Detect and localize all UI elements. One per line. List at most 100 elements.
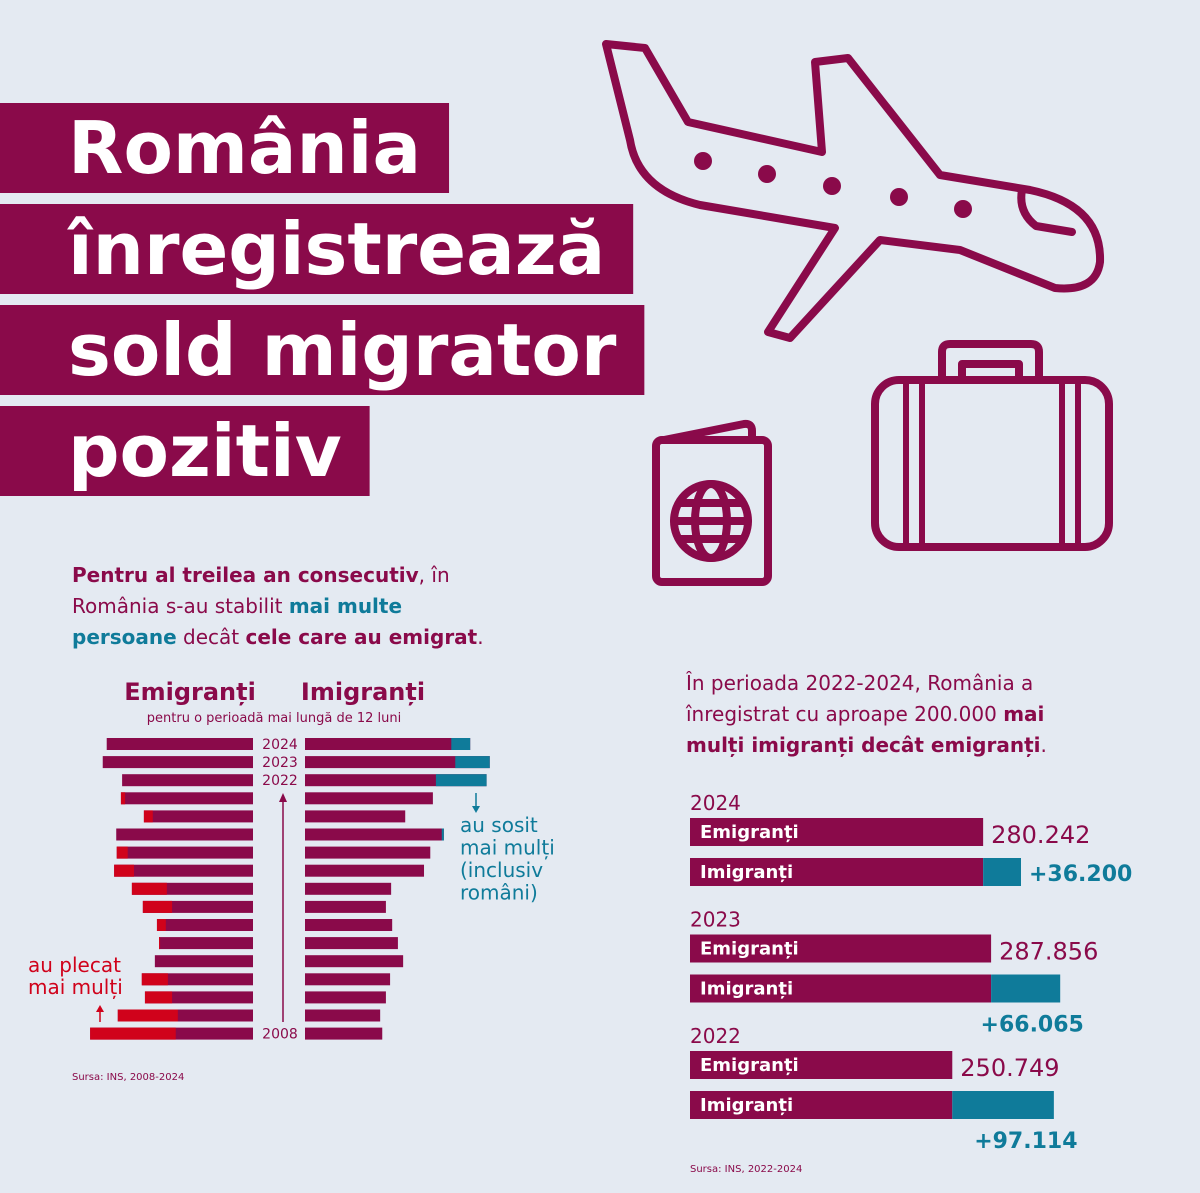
title-line: sold migrator [68, 308, 617, 392]
immigrant-bar [305, 1027, 383, 1040]
annotation-arrived: români) [460, 881, 538, 905]
emigrant-bar [102, 756, 253, 769]
title-band [0, 406, 370, 496]
legend-right: Imigranți [301, 678, 425, 706]
immigrant-excess [983, 858, 1021, 886]
annotation-arrived: mai mulți [460, 836, 555, 860]
immigrant-bar [305, 738, 471, 750]
title-line: înregistrează [67, 207, 605, 291]
paragraph-line: înregistrat cu aproape 200.000 mai [685, 702, 1044, 726]
text-run: persoane [72, 625, 177, 649]
immigrant-excess [455, 756, 490, 769]
year-label: 2023 [262, 755, 298, 771]
emigrant-excess [116, 846, 128, 859]
bar-label: Imigranți [700, 979, 793, 1000]
immigrant-bar [305, 882, 392, 895]
emigrant-excess [156, 919, 166, 931]
emigrant-excess [141, 973, 168, 986]
text-run: Pentru al treilea an consecutiv [72, 563, 419, 587]
annotation-left: mai mulți [28, 975, 123, 999]
immigrant-excess [952, 1091, 1054, 1119]
text-run: , în [419, 563, 450, 587]
title-line: România [68, 106, 421, 190]
emigrant-excess [117, 1009, 178, 1022]
title-band [0, 204, 634, 294]
immigrant-bar [305, 1009, 381, 1022]
immigrant-bar [305, 810, 406, 823]
bar-label: Imigranți [700, 1095, 793, 1116]
immigrant-bar [305, 864, 425, 877]
value-label: 250.749 [960, 1054, 1059, 1082]
text-run: mai [1003, 702, 1044, 726]
text-run: . [1041, 733, 1047, 757]
emigrant-excess [143, 810, 153, 823]
emigrant-excess [120, 792, 126, 805]
passport-icon [652, 419, 772, 586]
paragraph-line: În perioada 2022-2024, România a [685, 671, 1033, 695]
value-label: 287.856 [999, 938, 1098, 966]
source: Sursa: INS, 2008-2024 [72, 1072, 184, 1083]
difference-label: +36.200 [1029, 862, 1132, 887]
paragraph-line: România s-au stabilit mai multe [72, 594, 402, 618]
paragraph-line: persoane decât cele care au emigrat. [72, 625, 484, 649]
difference-label: +66.065 [981, 1013, 1084, 1038]
emigrant-bar [690, 818, 984, 846]
emigrant-excess [144, 991, 173, 1004]
text-run: decât [177, 625, 246, 649]
emigrant-bar [120, 792, 254, 805]
emigrant-bar [143, 810, 253, 823]
immigrant-base [690, 974, 992, 1003]
bar-label: Imigranți [700, 862, 793, 883]
difference-label: +97.114 [974, 1129, 1077, 1154]
value-label: 280.242 [991, 821, 1090, 849]
immigrant-base [690, 1091, 953, 1119]
annotation-arrived: au sosit [460, 813, 538, 837]
emigrant-bar [690, 934, 992, 963]
timeline-arrow [96, 793, 480, 1022]
immigrant-bar [305, 900, 386, 913]
paragraph-line: Pentru al treilea an consecutiv, în [72, 563, 450, 587]
bar-label: Emigranți [700, 1055, 799, 1076]
year-label: 2022 [262, 773, 298, 789]
emigrant-bar [106, 738, 253, 750]
annotation-arrived: (inclusiv [460, 858, 543, 882]
immigrant-excess [991, 974, 1061, 1003]
immigrant-bar [305, 955, 404, 968]
immigrant-excess [451, 738, 471, 750]
text-run: România s-au stabilit [72, 594, 289, 618]
text-run: înregistrat cu aproape 200.000 [685, 702, 1003, 726]
year-label: 2022 [690, 1024, 741, 1048]
emigrant-bar [116, 846, 254, 859]
immigrant-bar [305, 919, 393, 931]
emigrant-bar [154, 955, 253, 968]
year-label: 2008 [262, 1027, 298, 1043]
text-run: cele care au emigrat [246, 625, 478, 649]
text-run: În perioada 2022-2024, România a [685, 671, 1033, 695]
immigrant-bar [305, 973, 391, 986]
bar-label: Emigranți [700, 822, 799, 843]
immigrant-bar [305, 991, 386, 1004]
chart-subtitle: pentru o perioadă mai lungă de 12 luni [147, 711, 401, 726]
text-run: . [477, 625, 483, 649]
legend-left: Emigranți [124, 678, 256, 706]
title-line: pozitiv [68, 409, 342, 493]
text-run: mai multe [289, 594, 402, 618]
emigrant-bar [141, 973, 253, 986]
emigrant-bar [116, 828, 254, 841]
immigrant-bar [305, 828, 444, 841]
emigrant-bar [122, 774, 253, 787]
text-run: mulți imigranți decât emigranți [686, 733, 1041, 757]
immigrant-base [690, 858, 984, 886]
bar-label: Emigranți [700, 939, 799, 960]
emigrant-excess [159, 937, 161, 950]
emigrant-bar [114, 864, 253, 877]
immigrant-bar [305, 846, 431, 859]
emigrant-excess [90, 1027, 176, 1040]
emigrant-excess [114, 864, 134, 877]
title-band [0, 305, 645, 395]
year-label: 2023 [690, 908, 741, 932]
year-label: 2024 [690, 791, 741, 815]
emigrant-excess [142, 900, 173, 913]
